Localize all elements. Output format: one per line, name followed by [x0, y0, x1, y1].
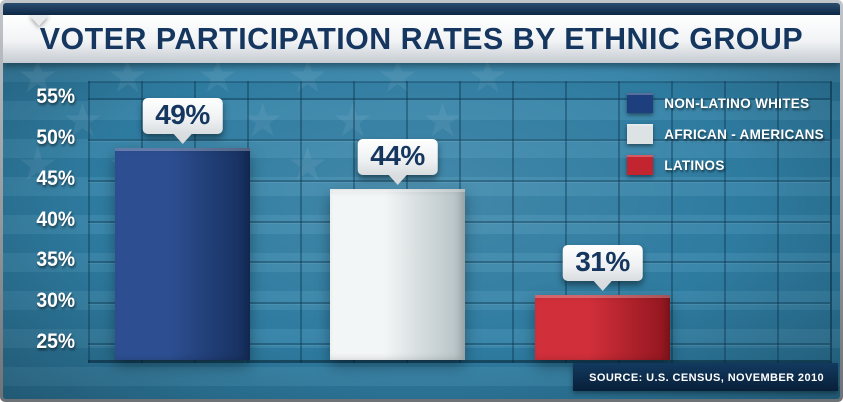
value-label: 44% [370, 139, 425, 171]
legend-swatch [627, 93, 654, 113]
legend-swatch [627, 124, 654, 144]
legend-swatch [627, 155, 654, 175]
legend-item: NON-LATINO WHITES [627, 93, 824, 113]
bar [115, 148, 250, 360]
y-tick-label: 30% [36, 288, 75, 312]
chart-region: 55% 50% 45% 40% 35% 30% 25% 49% 44% [3, 63, 840, 399]
legend-label: NON-LATINO WHITES [664, 95, 810, 111]
top-strip [3, 3, 840, 26]
legend-item: LATINOS [627, 155, 824, 175]
chart-title: VOTER PARTICIPATION RATES BY ETHNIC GROU… [39, 21, 804, 56]
y-axis: 55% 50% 45% 40% 35% 30% 25% [3, 81, 81, 363]
source-text: SOURCE: U.S. CENSUS, NOVEMBER 2010 [589, 372, 824, 384]
bar-group: 49% [115, 83, 250, 360]
title-banner: VOTER PARTICIPATION RATES BY ETHNIC GROU… [3, 15, 840, 63]
source-bar: SOURCE: U.S. CENSUS, NOVEMBER 2010 [573, 363, 838, 391]
value-label: 31% [575, 245, 630, 277]
y-tick-label: 55% [36, 85, 75, 109]
plot-area: 49% 44% 31% [88, 81, 832, 363]
infographic-inner: VOTER PARTICIPATION RATES BY ETHNIC GROU… [3, 3, 840, 399]
bar-group: 31% [535, 83, 670, 360]
value-label: 49% [155, 99, 210, 131]
bar-group: 44% [330, 83, 465, 360]
value-callout: 31% [562, 244, 643, 291]
legend-item: AFRICAN - AMERICANS [627, 124, 824, 144]
y-tick-label: 50% [36, 126, 75, 150]
legend-label: LATINOS [664, 157, 725, 173]
legend: NON-LATINO WHITES AFRICAN - AMERICANS LA… [627, 93, 824, 186]
y-tick-label: 40% [36, 207, 75, 231]
pennant-icon [29, 15, 49, 26]
legend-label: AFRICAN - AMERICANS [664, 126, 824, 142]
y-tick-label: 45% [36, 166, 75, 190]
y-tick-label: 25% [36, 329, 75, 353]
bar [535, 294, 670, 360]
bar [330, 188, 465, 360]
value-callout: 44% [357, 138, 438, 185]
value-callout: 49% [142, 98, 223, 145]
y-tick-label: 35% [36, 248, 75, 272]
